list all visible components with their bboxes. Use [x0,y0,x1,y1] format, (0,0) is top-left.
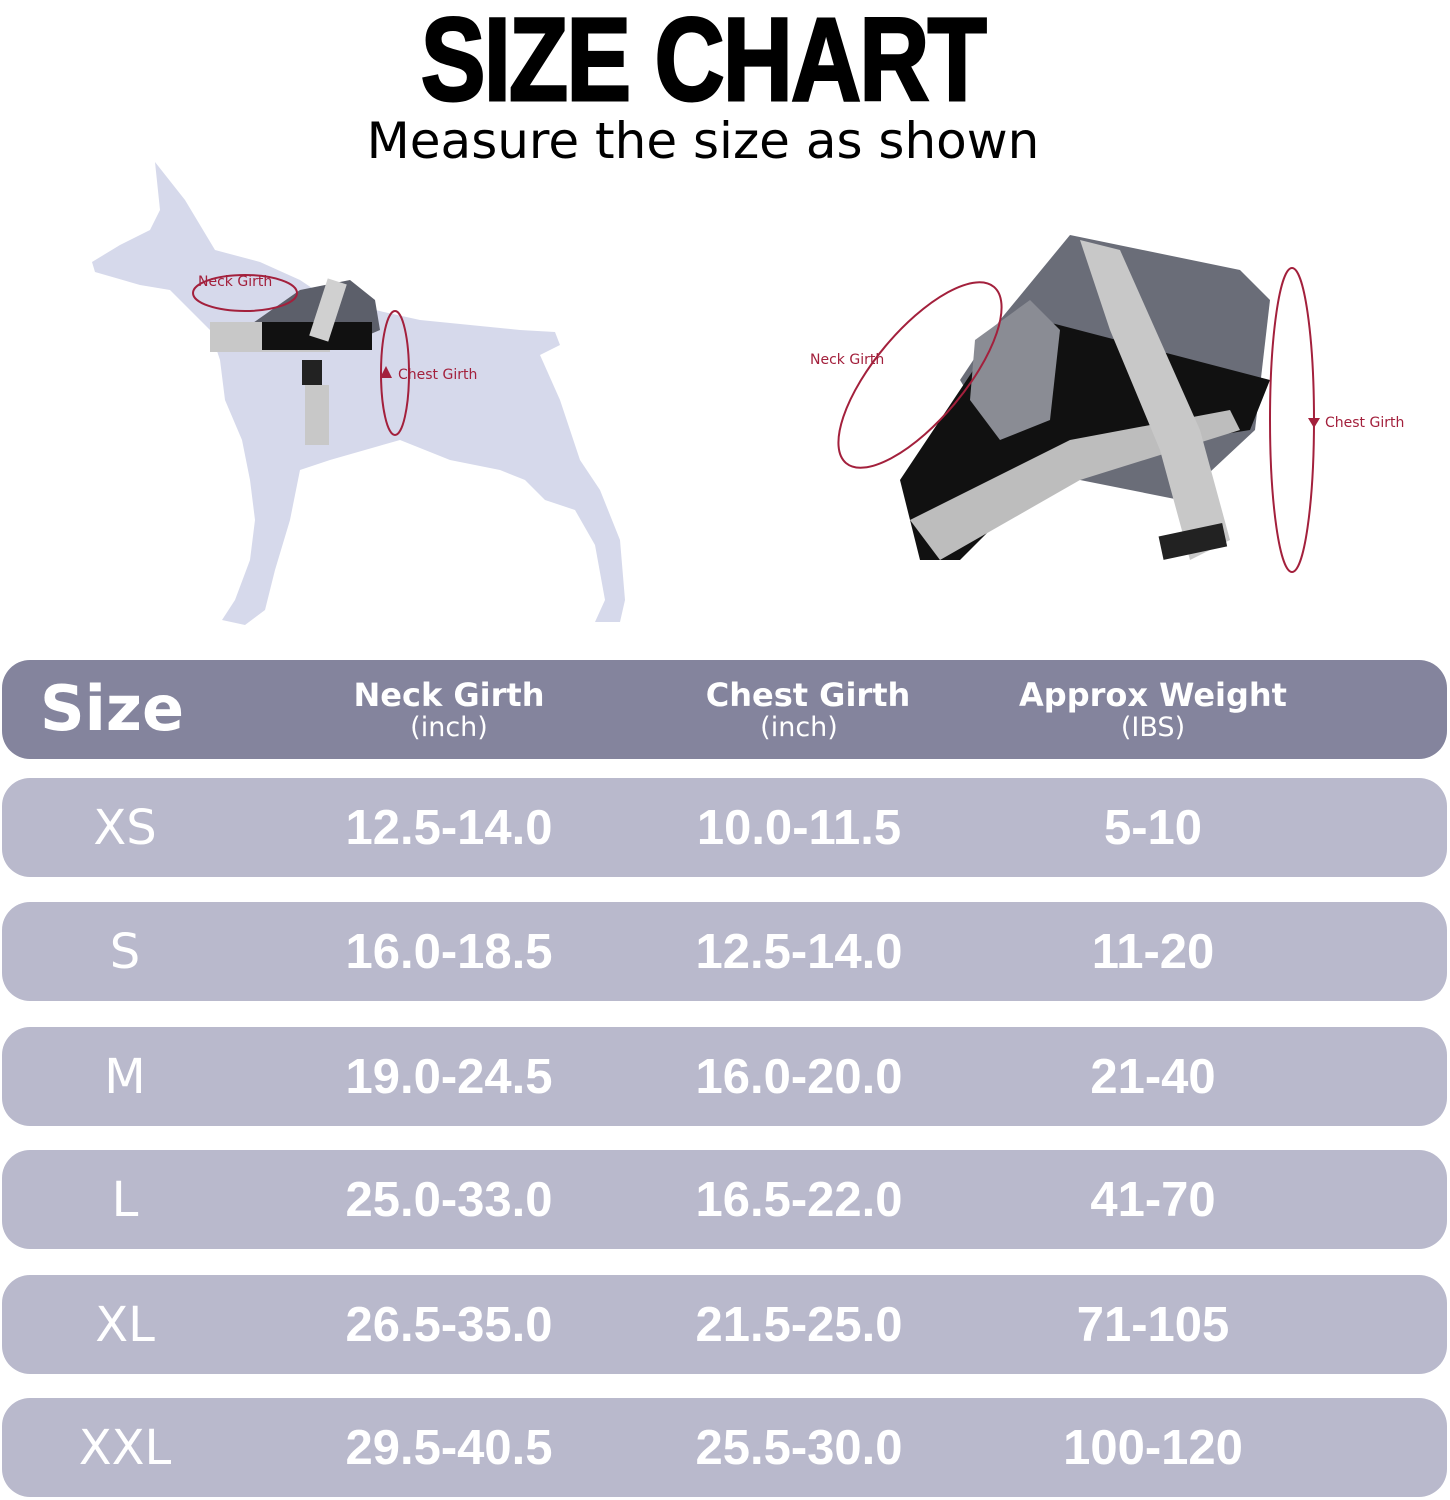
dog-chest-girth-loop [380,310,410,436]
harness-neck-girth-loop [837,281,1003,469]
harness-chest-girth-label: Chest Girth [1325,415,1404,431]
chest-girth-cell: 12.5-14.0 [695,924,903,979]
chest-girth-cell: 21.5-25.0 [695,1297,903,1352]
weight-cell: 71-105 [1076,1297,1230,1352]
weight-cell: 11-20 [1091,924,1215,979]
arrow-icon [1308,418,1320,428]
harness-on-dog [210,278,380,445]
header-approx-weight: Approx Weight (IBS) [1019,675,1287,743]
chest-girth-cell: 10.0-11.5 [696,800,902,855]
chest-girth-cell: 25.5-30.0 [695,1420,903,1475]
weight-cell: 5-10 [1103,800,1203,855]
size-cell: L [111,1171,139,1228]
table-row: XXL 29.5-40.5 25.5-30.0 100-120 [2,1398,1447,1497]
page-title: SIZE CHART [420,0,988,128]
header-chest-girth: Chest Girth (inch) [705,675,911,743]
weight-cell: 100-120 [1063,1420,1243,1475]
weight-cell: 41-70 [1090,1172,1216,1227]
size-cell: S [109,923,141,980]
harness-product [900,235,1270,560]
measurement-illustration: Neck Girth Chest Girth Neck Girth Chest … [92,162,1404,625]
size-cell: M [104,1048,146,1105]
table-row: XS 12.5-14.0 10.0-11.5 5-10 [2,778,1447,877]
size-cell: XXL [78,1419,172,1476]
chest-girth-cell: 16.5-22.0 [695,1172,903,1227]
size-cell: XL [95,1296,155,1353]
table-row: L 25.0-33.0 16.5-22.0 41-70 [2,1150,1447,1249]
dog-silhouette [92,162,625,625]
table-row: XL 26.5-35.0 21.5-25.0 71-105 [2,1275,1447,1374]
harness-neck-girth-label: Neck Girth [810,352,884,368]
chest-girth-cell: 16.0-20.0 [695,1049,903,1104]
neck-girth-cell: 19.0-24.5 [345,1049,553,1104]
dog-chest-girth-label: Chest Girth [398,367,477,383]
harness-chest-girth-loop [1269,267,1315,573]
dog-neck-girth-loop [192,274,298,312]
dog-neck-girth-label: Neck Girth [198,274,272,290]
neck-girth-cell: 29.5-40.5 [345,1420,553,1475]
table-header-row: Size Neck Girth (inch) Chest Girth (inch… [2,660,1447,759]
table-row: S 16.0-18.5 12.5-14.0 11-20 [2,902,1447,1001]
neck-girth-cell: 12.5-14.0 [345,800,553,855]
table-row: M 19.0-24.5 16.0-20.0 21-40 [2,1027,1447,1126]
neck-girth-cell: 16.0-18.5 [345,924,553,979]
weight-cell: 21-40 [1090,1049,1216,1104]
neck-girth-cell: 26.5-35.0 [345,1297,553,1352]
header-size: Size [40,672,185,745]
arrow-icon [380,366,392,378]
page-subtitle: Measure the size as shown [366,112,1040,170]
size-cell: XS [93,799,157,856]
header-neck-girth: Neck Girth (inch) [353,675,545,743]
neck-girth-cell: 25.0-33.0 [345,1172,553,1227]
